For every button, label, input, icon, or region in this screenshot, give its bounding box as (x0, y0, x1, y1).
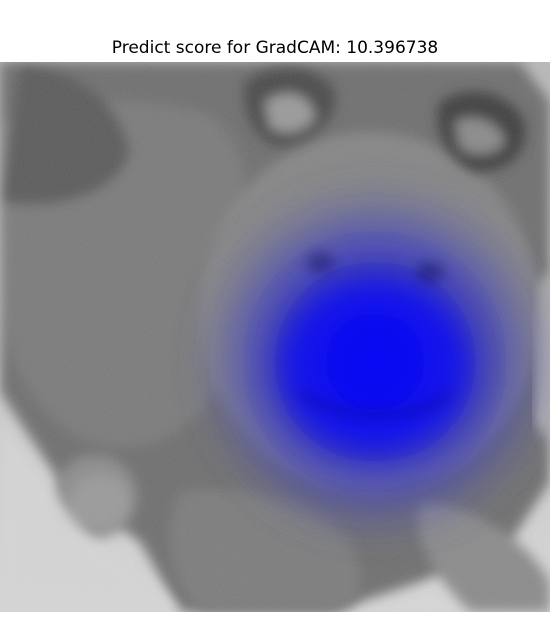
figure-title: Predict score for GradCAM: 10.396738 (111, 38, 439, 58)
puppy-face-features (298, 252, 453, 418)
blanket-left (0, 422, 180, 612)
gradcam-visual (0, 62, 550, 612)
gradcam-image (0, 62, 550, 612)
gradcam-heatmap (185, 172, 550, 552)
